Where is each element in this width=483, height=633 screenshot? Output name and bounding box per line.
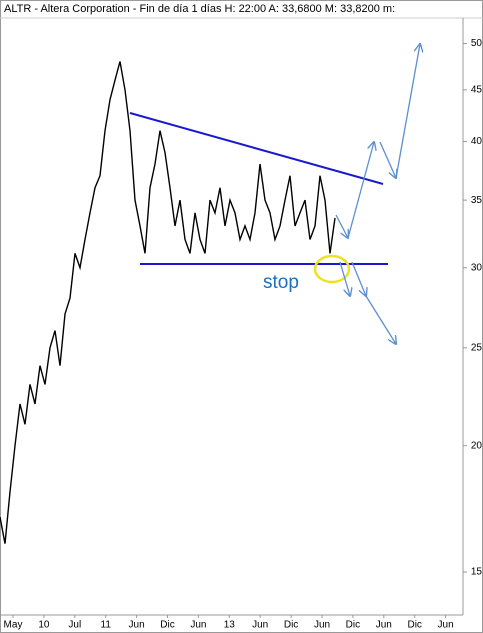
x-tick-label: Jun — [129, 620, 145, 631]
y-tick-label: 40 — [471, 136, 483, 147]
x-tick-label: Dic — [284, 620, 298, 631]
x-tick-label: Dic — [346, 620, 360, 631]
x-tick-label: 11 — [101, 620, 112, 631]
resistance-line — [129, 112, 384, 185]
plot: 15 20 25 30 35 40 45 50 May 10 Jul 11 Jun Dic Jun 13 Jun… — [0, 38, 483, 631]
arrow — [395, 44, 420, 179]
y-tick-label: 20 — [471, 440, 483, 451]
x-tick-label: Jun — [314, 620, 330, 631]
x-tick-label: Jul — [68, 620, 81, 631]
x-tick-label: May — [4, 620, 23, 631]
x-tick-label: Jun — [252, 620, 268, 631]
y-tick-label: 35 — [471, 195, 483, 206]
arrow — [339, 261, 350, 296]
y-tick-label: 45 — [471, 84, 483, 95]
stop-circle — [313, 254, 351, 284]
stop-label: stop — [263, 272, 299, 293]
arrow — [351, 261, 366, 296]
y-tick-label: 25 — [471, 342, 483, 353]
arrow — [379, 141, 396, 178]
price-line — [0, 61, 336, 544]
arrow — [335, 214, 348, 238]
x-tick-label: 13 — [224, 620, 236, 631]
arrow — [347, 142, 374, 239]
arrow — [365, 295, 396, 344]
y-tick-label: 50 — [471, 38, 483, 49]
x-tick-label: Jun — [190, 620, 206, 631]
y-tick-label: 15 — [471, 567, 483, 578]
x-tick-label: Dic — [160, 620, 174, 631]
x-tick-label: Jun — [376, 620, 392, 631]
x-tick-label: Dic — [407, 620, 421, 631]
x-tick-label: Jun — [438, 620, 454, 631]
y-tick-label: 30 — [471, 262, 483, 273]
x-tick-label: 10 — [38, 620, 50, 631]
chart-title: ALTR - Altera Corporation - Fin de día 1… — [4, 3, 395, 15]
